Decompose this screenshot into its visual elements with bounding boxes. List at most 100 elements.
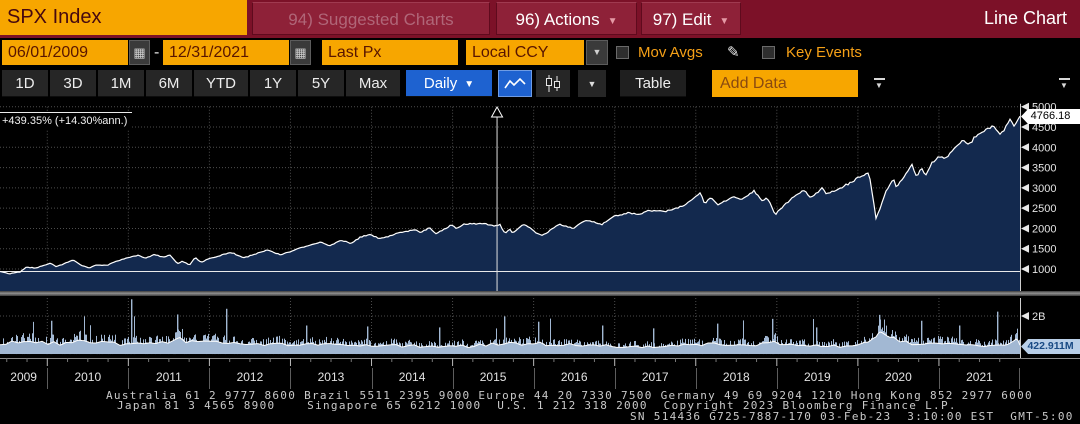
volume-bar [528, 339, 529, 354]
volume-bar [743, 320, 744, 355]
frequency-dropdown[interactable]: Daily ▼ [406, 70, 492, 97]
volume-bar [843, 346, 844, 355]
volume-bar [808, 343, 809, 354]
edit-button[interactable]: 97) Edit ▼ [641, 2, 741, 35]
volume-bar [296, 340, 297, 354]
period-tab-Max[interactable]: Max [346, 70, 400, 97]
volume-bar [50, 337, 51, 355]
volume-bar [647, 341, 648, 355]
period-tab-5Y[interactable]: 5Y [298, 70, 344, 97]
volume-bar [149, 336, 150, 354]
volume-bar [408, 340, 409, 354]
panel-divider[interactable] [0, 291, 1080, 296]
volume-bar [114, 339, 115, 354]
currency-dropdown-button[interactable]: ▼ [586, 40, 608, 65]
table-button[interactable]: Table [620, 70, 686, 97]
volume-bar [96, 335, 97, 355]
volume-bar [693, 343, 694, 354]
volume-bar [400, 343, 401, 354]
volume-bar [658, 346, 659, 355]
volume-bar [350, 344, 351, 354]
volume-bar [526, 337, 527, 354]
currency-select[interactable]: Local CCY [466, 40, 584, 65]
period-tab-1Y[interactable]: 1Y [250, 70, 296, 97]
calendar-icon[interactable]: ▦ [129, 40, 150, 65]
volume-bar [63, 337, 64, 354]
volume-bar [1008, 339, 1009, 354]
volume-bar [592, 342, 593, 354]
volume-bar [985, 344, 986, 354]
line-chart-icon[interactable] [498, 70, 532, 97]
volume-spike-bar [997, 311, 999, 355]
mov-avgs-checkbox[interactable] [616, 46, 629, 59]
actions-button[interactable]: 96) Actions ▼ [496, 2, 637, 35]
volume-bar [441, 345, 442, 354]
price-field-select[interactable]: Last Px [322, 40, 458, 65]
volume-bar [781, 340, 782, 354]
year-label-2017: 2017 [641, 370, 669, 384]
volume-bar [124, 338, 125, 354]
volume-bar [406, 342, 407, 355]
volume-bar [952, 336, 953, 354]
volume-bar [599, 343, 600, 355]
volume-bar [690, 339, 691, 355]
volume-bar [849, 345, 850, 354]
volume-bar [23, 333, 24, 354]
volume-bar [208, 333, 209, 354]
volume-bar [370, 341, 371, 355]
ticker-input[interactable]: SPX Index [0, 0, 247, 35]
key-events-checkbox[interactable] [762, 46, 775, 59]
volume-bar [483, 342, 484, 355]
period-tab-YTD[interactable]: YTD [194, 70, 248, 97]
add-data-input[interactable] [712, 70, 858, 97]
volume-bar [352, 342, 353, 355]
suggested-charts-button[interactable]: 94) Suggested Charts [252, 2, 490, 35]
volume-bar [331, 338, 332, 355]
volume-bar [576, 342, 577, 355]
volume-bar [518, 341, 519, 354]
volume-bar [888, 335, 889, 355]
volume-bar [340, 341, 341, 355]
volume-bar [573, 344, 574, 355]
calendar-icon[interactable]: ▦ [290, 40, 311, 65]
volume-bar [991, 342, 992, 355]
volume-bar [236, 341, 237, 354]
volume-bar [343, 338, 344, 355]
year-separator [209, 368, 211, 389]
year-separator [533, 368, 535, 389]
candlestick-chart-icon[interactable] [536, 70, 570, 97]
volume-bar [270, 340, 271, 355]
toolbar-menu-icon[interactable]: ▼ [866, 70, 892, 97]
volume-spike-bar [717, 323, 719, 354]
volume-bar [844, 341, 845, 354]
volume-bar [473, 345, 474, 354]
volume-bar [225, 339, 226, 355]
volume-bar [71, 339, 72, 354]
volume-bar [211, 339, 212, 354]
volume-bar [734, 341, 735, 355]
volume-bar [60, 341, 61, 354]
panel-menu-icon[interactable]: ▼ [1050, 70, 1078, 97]
volume-bar [302, 341, 303, 355]
period-tab-1D[interactable]: 1D [2, 70, 48, 97]
volume-bar [337, 337, 338, 354]
volume-bar [949, 341, 950, 355]
volume-bar [97, 342, 98, 355]
volume-bar [859, 343, 860, 354]
period-tab-1M[interactable]: 1M [98, 70, 144, 97]
page-title: Line Chart [983, 8, 1067, 28]
pencil-icon[interactable]: ✎ [727, 44, 740, 61]
volume-bar [963, 341, 964, 355]
date-to-input[interactable] [163, 40, 289, 65]
volume-bar [396, 339, 397, 354]
year-label-2019: 2019 [803, 370, 831, 384]
volume-bar [145, 339, 146, 355]
date-from-input[interactable] [2, 40, 128, 65]
chart-type-dropdown-button[interactable]: ▼ [578, 70, 606, 97]
period-tab-6M[interactable]: 6M [146, 70, 192, 97]
settings-bar: ▦ - ▦ Last Px Local CCY ▼ Mov Avgs ✎ Key… [0, 38, 1080, 67]
chevron-down-icon: ▼ [719, 16, 730, 27]
period-tab-3D[interactable]: 3D [50, 70, 96, 97]
